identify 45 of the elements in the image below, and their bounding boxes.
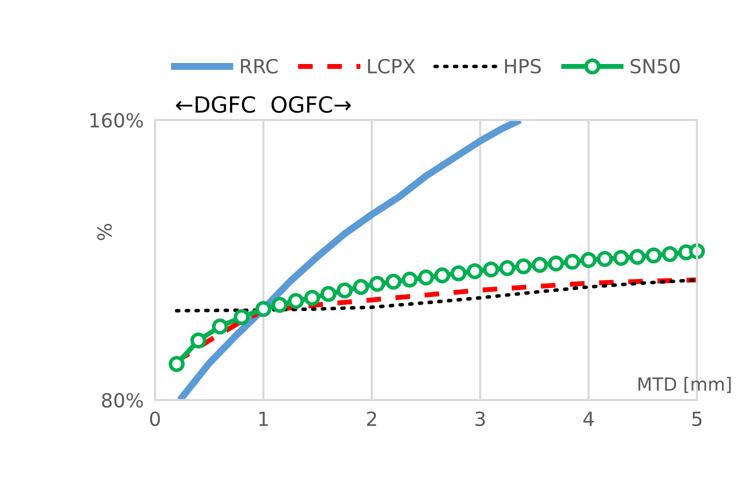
x-tick-label: 4	[583, 412, 594, 426]
x-tick-label: 0	[150, 411, 160, 426]
legend-label: SN50	[630, 58, 680, 74]
point	[613, 250, 630, 266]
point	[532, 256, 548, 273]
point	[304, 290, 320, 306]
x-tick-label: 3	[475, 411, 485, 426]
point	[402, 272, 418, 288]
point	[629, 248, 646, 265]
point	[336, 282, 353, 298]
point	[548, 256, 564, 272]
point	[418, 270, 434, 286]
point	[564, 254, 580, 270]
point	[516, 258, 532, 274]
point	[352, 278, 369, 295]
point	[234, 309, 250, 326]
point	[662, 246, 678, 262]
x-tick-label: 2	[367, 411, 376, 426]
y-tick-label: 160%	[90, 112, 143, 128]
point	[434, 267, 450, 284]
point	[272, 296, 288, 313]
point	[369, 276, 386, 292]
legend-label: RRC	[240, 58, 278, 74]
point	[580, 252, 597, 268]
legend-label: HPS	[505, 58, 541, 74]
x-tick-label: 5	[692, 412, 702, 426]
x-tick-label: 1	[259, 412, 268, 426]
point	[646, 247, 662, 264]
y-axis-title: %	[97, 224, 112, 240]
point	[466, 263, 483, 280]
point	[450, 265, 467, 282]
y-tick-label: 80%	[102, 392, 143, 408]
point	[190, 332, 206, 348]
point	[320, 286, 336, 302]
point	[385, 274, 402, 290]
text: ←DGFC OGFC→	[176, 96, 351, 113]
point	[255, 301, 272, 317]
point	[168, 356, 185, 372]
point	[212, 318, 228, 334]
x-axis-title: MTD [mm]	[638, 376, 731, 394]
point	[499, 260, 516, 276]
point	[483, 261, 500, 278]
legend-label: LCPX	[368, 58, 416, 74]
point	[288, 292, 304, 309]
point	[596, 250, 613, 267]
